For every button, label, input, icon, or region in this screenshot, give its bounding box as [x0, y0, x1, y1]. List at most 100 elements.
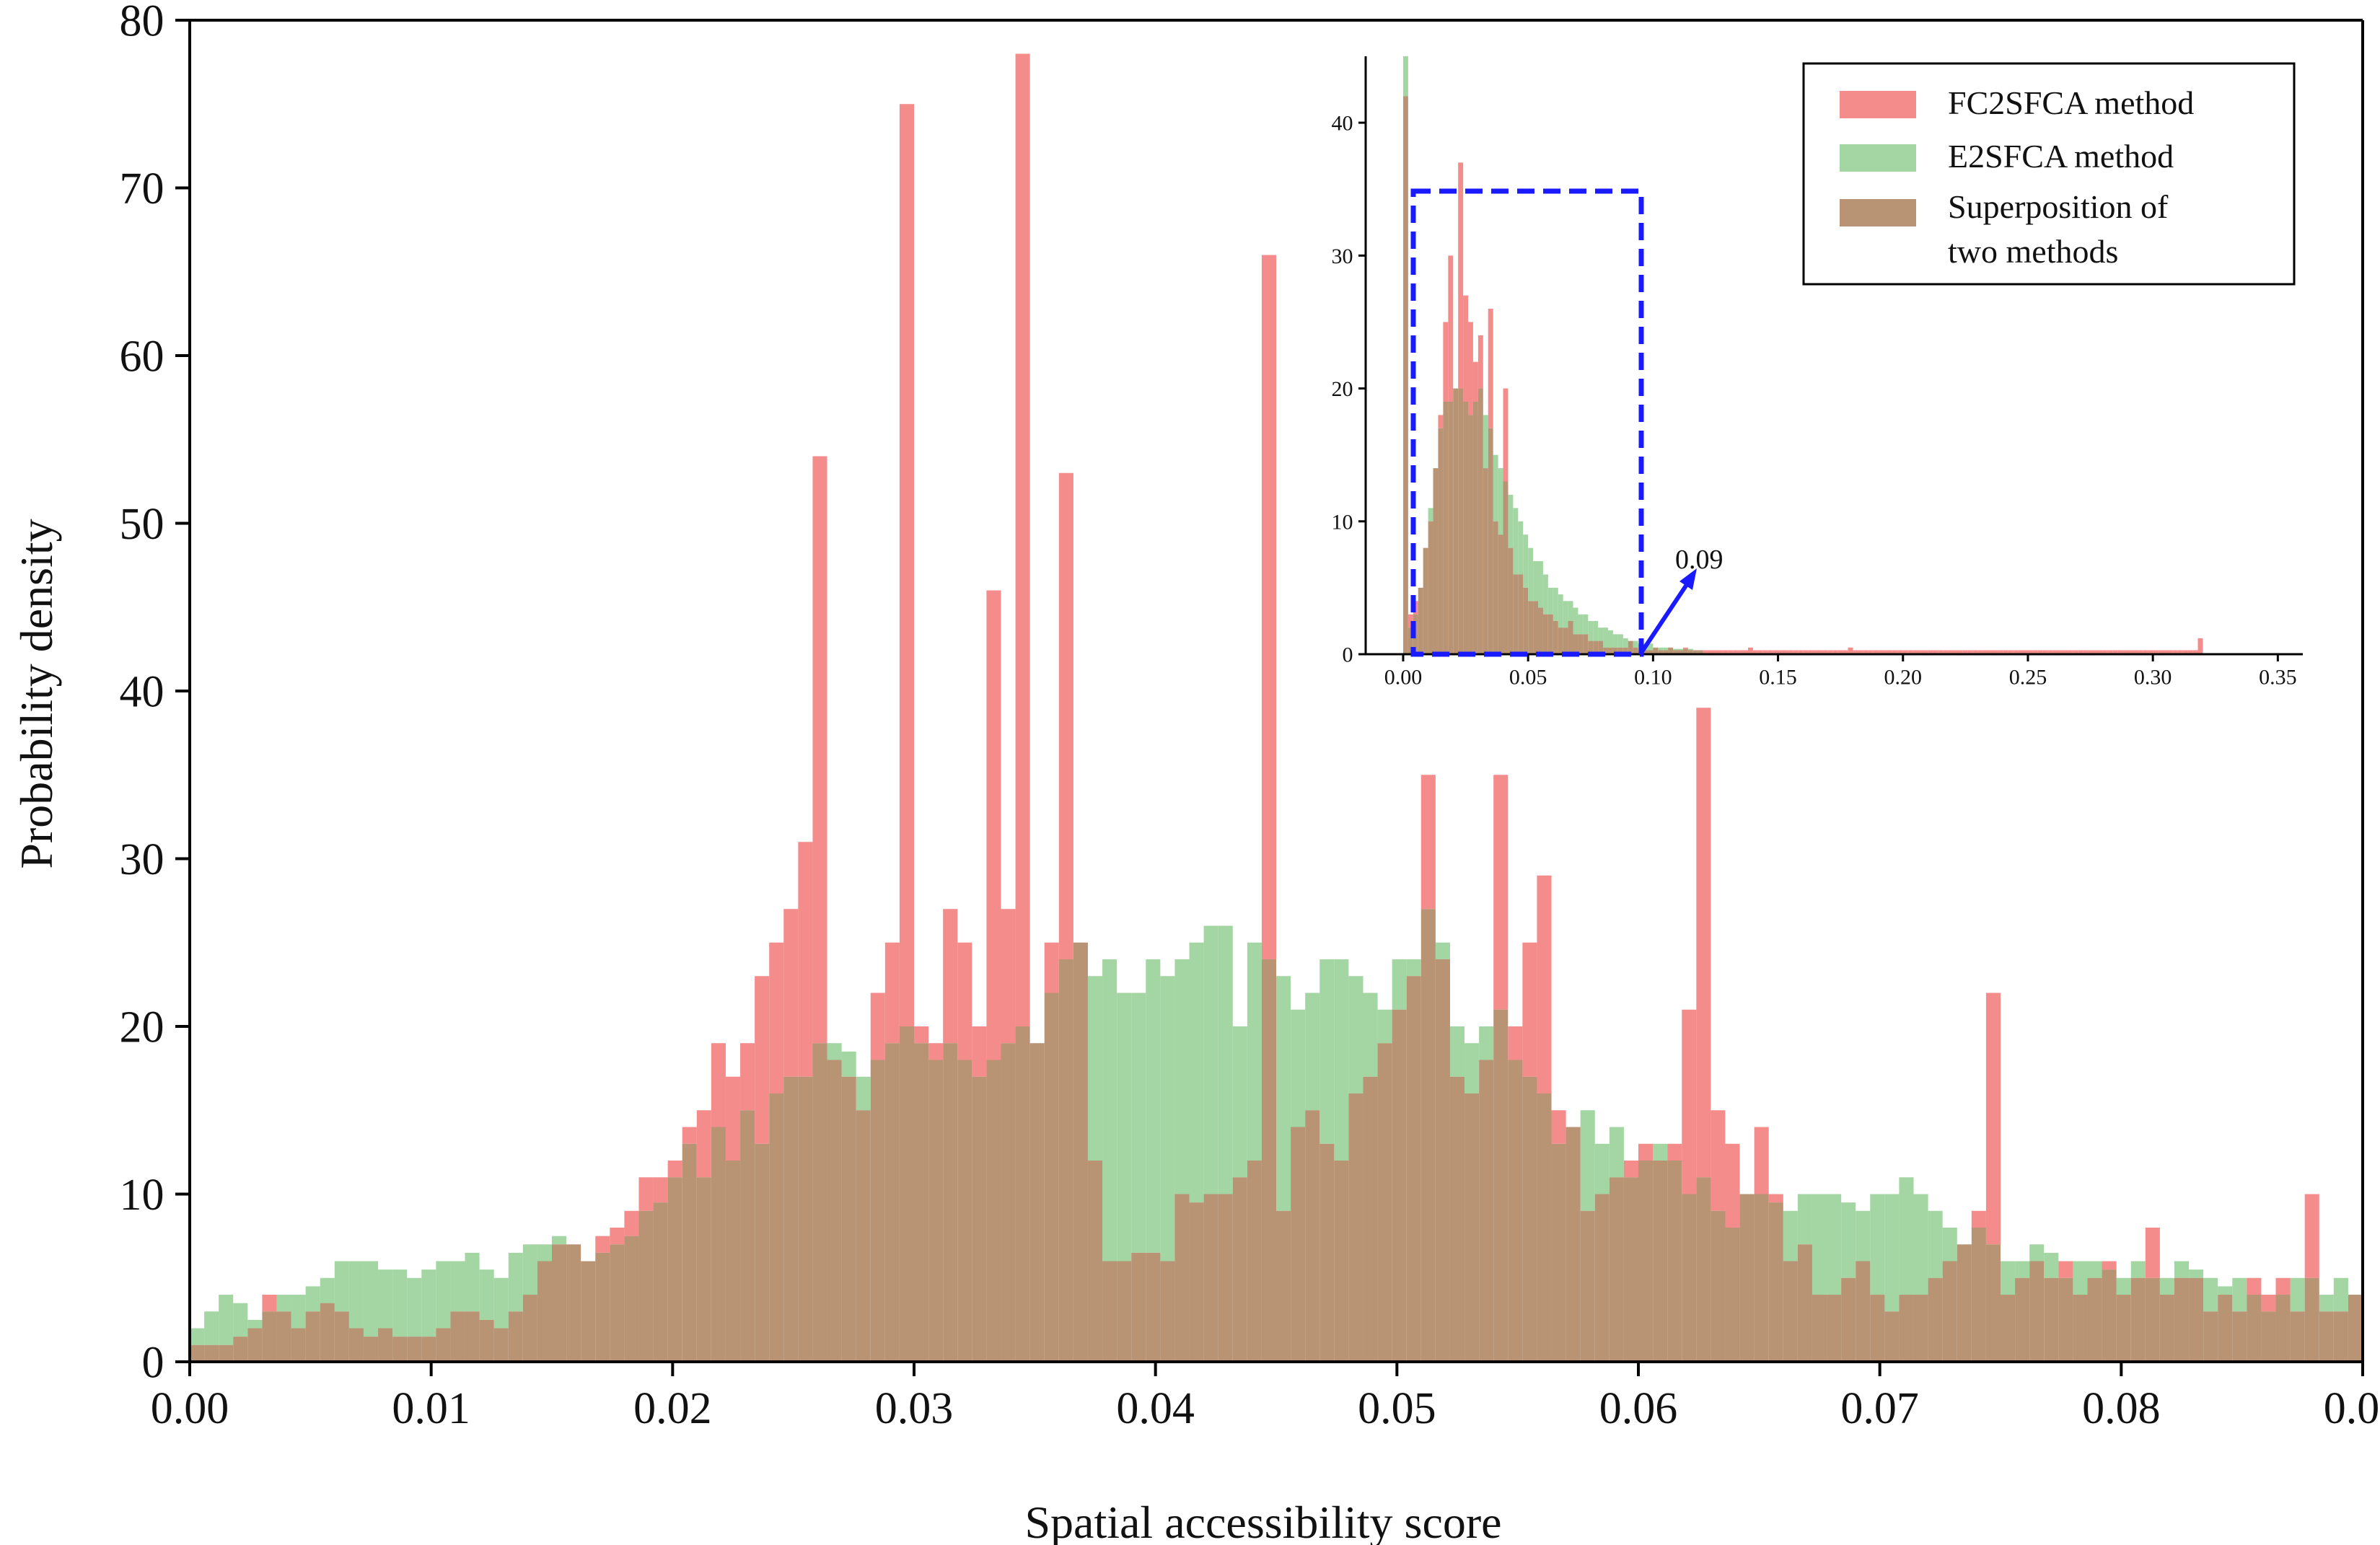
inset-e2sfca-bar: [1428, 508, 1433, 521]
inset-fc2sfca-bar: [2187, 650, 2193, 654]
inset-e2sfca-bar: [1547, 587, 1553, 615]
main-e2sfca-bar: [1580, 1110, 1595, 1211]
main-e2sfca-bar: [233, 1303, 248, 1337]
main-fc2sfca-bar: [1971, 1210, 1986, 1228]
main-overlap-bar: [725, 1161, 741, 1362]
main-fc2sfca-bar: [624, 1210, 639, 1236]
inset-overlap-bar: [1498, 534, 1503, 654]
main-overlap-bar: [1551, 1143, 1566, 1362]
main-overlap-bar: [204, 1344, 219, 1362]
main-overlap-bar: [1913, 1295, 1928, 1362]
inset-overlap-bar: [1443, 401, 1449, 654]
main-overlap-bar: [2116, 1295, 2131, 1362]
inset-fc2sfca-bar: [1943, 650, 1949, 654]
inset-overlap-bar: [1678, 650, 1683, 654]
main-fc2sfca-bar: [957, 942, 972, 1060]
main-fc2sfca-bar: [2102, 1261, 2117, 1270]
inset-overlap-bar: [1612, 647, 1618, 654]
main-e2sfca-bar: [276, 1295, 291, 1312]
main-fc2sfca-bar: [610, 1228, 625, 1245]
main-e2sfca-bar: [508, 1252, 523, 1312]
main-e2sfca-bar: [1913, 1194, 1928, 1295]
main-overlap-bar: [624, 1236, 639, 1362]
main-e2sfca-bar: [1812, 1194, 1827, 1295]
main-overlap-bar: [1348, 1093, 1364, 1362]
inset-overlap-bar: [1463, 401, 1469, 654]
inset-fc2sfca-bar: [1723, 650, 1729, 654]
main-e2sfca-bar: [1797, 1194, 1812, 1245]
inset-overlap-bar: [1448, 401, 1454, 654]
inset-fc2sfca-bar: [1972, 650, 1978, 654]
inset-fc2sfca-bar: [1793, 650, 1799, 654]
inset-fc2sfca-bar: [1813, 650, 1818, 654]
zoom-region-box: [1410, 188, 1644, 657]
inset-fc2sfca-bar: [1713, 650, 1718, 654]
inset-e2sfca-bar: [1678, 648, 1683, 651]
main-overlap-bar: [566, 1244, 581, 1362]
main-fc2sfca-bar: [884, 942, 900, 1044]
main-overlap-bar: [1696, 1177, 1711, 1362]
main-e2sfca-bar: [392, 1269, 408, 1337]
inset-overlap-bar: [1673, 650, 1678, 654]
inset-fc2sfca-bar: [2088, 650, 2094, 654]
inset-overlap-bar: [1563, 628, 1568, 654]
x-axis-label: Spatial accessibility score: [1024, 1497, 1501, 1545]
main-overlap-bar: [1319, 1143, 1335, 1362]
main-e2sfca-bar: [2073, 1261, 2088, 1295]
main-e2sfca-bar: [1174, 959, 1190, 1194]
main-overlap-bar: [1812, 1295, 1827, 1362]
main-e2sfca-bar: [291, 1295, 306, 1329]
y-axis-label: Probability density: [11, 519, 62, 868]
main-fc2sfca-bar: [943, 909, 958, 1044]
main-fc2sfca-bar: [870, 992, 885, 1060]
inset-e2sfca-bars: [1402, 56, 1693, 651]
main-overlap-bar: [1566, 1127, 1581, 1362]
main-overlap-bar: [1449, 1076, 1465, 1362]
main-overlap-bar: [2015, 1277, 2030, 1362]
inset-fc2sfca-bar: [2107, 650, 2113, 654]
inset-fc2sfca-bar: [2127, 650, 2133, 654]
main-overlap-bar: [1841, 1277, 1856, 1362]
inset-overlap-bar: [1468, 415, 1473, 654]
main-fc2sfca-bar: [1058, 472, 1073, 959]
main-overlap-bar: [1493, 1009, 1509, 1362]
inset-fc2sfca-bar: [2042, 650, 2048, 654]
main-overlap-bar: [1160, 1261, 1175, 1362]
inset-e2sfca-bar: [1538, 561, 1543, 608]
inset-fc2sfca-bar: [2023, 650, 2028, 654]
inset-overlap-bar: [1453, 388, 1459, 654]
inset-e2sfca-bar: [1612, 634, 1618, 648]
inset-x-tick-label: 0.05: [1509, 666, 1547, 690]
main-overlap-bar: [378, 1328, 393, 1362]
main-e2sfca-bar: [1870, 1194, 1885, 1295]
main-overlap-bar: [465, 1311, 480, 1362]
main-overlap-bar: [827, 1060, 842, 1362]
main-fc2sfca-bar: [1985, 992, 2001, 1245]
inset-e2sfca-bar: [1483, 415, 1488, 469]
inset-overlap-bar: [1682, 648, 1688, 654]
main-fc2sfca-bar: [1711, 1110, 1726, 1211]
main-e2sfca-bar: [247, 1319, 263, 1329]
inset-fc2sfca-bar: [2192, 650, 2198, 654]
inset-e2sfca-bar: [1593, 620, 1599, 641]
main-fc2sfca-bar: [1696, 708, 1711, 1178]
main-overlap-bar: [682, 1143, 697, 1362]
inset-fc2sfca-bar: [1953, 650, 1958, 654]
main-e2sfca-bar: [348, 1261, 364, 1329]
inset-overlap-bar: [1433, 468, 1439, 654]
main-overlap-bar: [1971, 1228, 1986, 1362]
main-overlap-bar: [1856, 1261, 1871, 1362]
main-y-tick-label: 10: [120, 1171, 164, 1220]
main-e2sfca-bar: [1102, 959, 1117, 1262]
inset-fc2sfca-bar: [1733, 650, 1739, 654]
inset-fc2sfca-bar: [1808, 650, 1814, 654]
inset-overlap-bar: [1643, 650, 1648, 654]
main-e2sfca-bar: [1117, 992, 1132, 1262]
main-overlap-bar: [233, 1337, 248, 1362]
inset-overlap-bar: [1648, 650, 1654, 654]
inset-fc2sfca-bar: [2102, 650, 2108, 654]
main-fc2sfca-bar: [783, 909, 799, 1077]
main-overlap-bar: [363, 1337, 379, 1362]
main-e2sfca-bar: [1449, 1026, 1465, 1077]
inset-fc2sfca-bar: [2117, 650, 2123, 654]
